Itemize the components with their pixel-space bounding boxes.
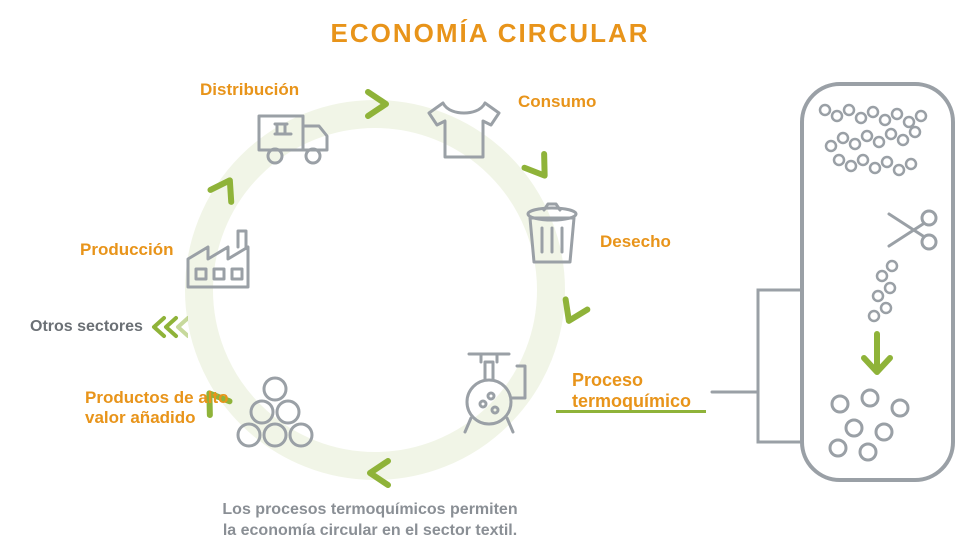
arrow-down-icon [852,330,902,380]
scissors-icon [885,208,941,252]
label-proceso-l2: termoquímico [572,391,691,411]
reactor-icon [455,348,540,438]
pellets-icon [232,375,318,453]
chevron-left-icon [148,314,188,345]
page-title: ECONOMÍA CIRCULAR [0,18,980,49]
caption-line1: Los procesos termoquímicos permiten [222,501,517,518]
label-productos-l1: Productos de alto [85,388,229,407]
trash-icon [520,200,584,270]
caption-line2: la economía circular en el sector textil… [223,522,517,539]
panel-connector [708,286,808,451]
short-chain-icon [842,258,912,328]
factory-icon [182,225,262,295]
label-produccion: Producción [80,240,174,260]
cycle-arrow [360,450,396,491]
truck-icon [255,110,333,172]
cycle-arrow [360,86,396,127]
caption-text: Los procesos termoquímicos permiten la e… [0,500,860,542]
label-productos: Productos de alto valor añadido [85,388,229,427]
tshirt-icon [425,95,503,165]
label-distribucion: Distribución [200,80,299,100]
label-productos-l2: valor añadido [85,408,196,427]
label-desecho: Desecho [600,232,671,252]
polymer-chain-icon [815,96,940,206]
label-proceso: Proceso termoquímico [572,370,691,411]
label-consumo: Consumo [518,92,596,112]
label-proceso-l1: Proceso [572,370,643,390]
monomers-icon [820,388,930,468]
label-otros-sectores: Otros sectores [30,318,143,336]
proceso-underline [556,410,706,413]
